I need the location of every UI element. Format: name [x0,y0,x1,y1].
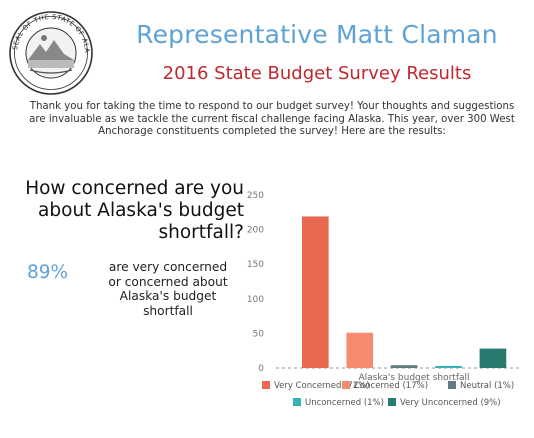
y-tick-label: 100 [247,295,264,305]
legend-label: Very Unconcerned (9%) [400,398,501,408]
x-axis-label: Alaska's budget shortfall [358,373,469,383]
highlight-line-1: are very concerned [108,260,228,274]
highlight-percent: 89% [27,262,69,283]
y-tick-label: 0 [258,364,264,374]
highlight-line-4: shortfall [143,303,193,318]
intro-line-2: are invaluable as we tackle the current … [29,113,515,125]
legend-label: Unconcerned (1%) [305,398,384,408]
intro-line-1: Thank you for taking the time to respond… [29,101,515,112]
page-subtitle: 2016 State Budget Survey Results [162,63,472,84]
intro-line-3: Anchorage constituents completed the sur… [98,126,446,137]
bar [302,216,329,368]
question-line-3: shortfall? [158,222,245,243]
y-tick-label: 200 [247,226,264,236]
legend-swatch [388,398,396,406]
legend-label: Very Concerned (72%) [274,381,370,391]
legend-swatch [262,381,270,389]
intro-paragraph: Thank you for taking the time to respond… [22,101,522,139]
survey-question: How concerned are you about Alaska's bud… [0,178,244,244]
bar [479,348,507,368]
bar [435,365,462,368]
question-line-2: about Alaska's budget [38,200,244,221]
highlight-line-2: or concerned about [108,274,228,289]
legend-label: Neutral (1%) [460,381,514,391]
highlight-line-3: Alaska's budget [119,289,217,303]
highlight-description: are very concerned or concerned about Al… [88,260,248,318]
y-tick-label: 250 [247,191,264,201]
legend-label: Concerned (17%) [354,381,428,391]
legend-swatch [342,381,350,389]
question-line-1: How concerned are you [25,178,244,199]
bar [390,365,418,368]
bar [346,332,374,368]
legend-swatch [293,398,301,406]
y-tick-label: 50 [253,329,265,339]
alaska-state-seal: THE SEAL OF THE STATE OF ALASKA [8,10,93,95]
y-tick-label: 150 [247,260,264,270]
budget-concern-bar-chart: 0 50 100 150 200 250 Alaska's budget shortfall… [247,191,522,408]
legend-swatch [448,381,456,389]
page-title: Representative Matt Claman [136,20,498,49]
